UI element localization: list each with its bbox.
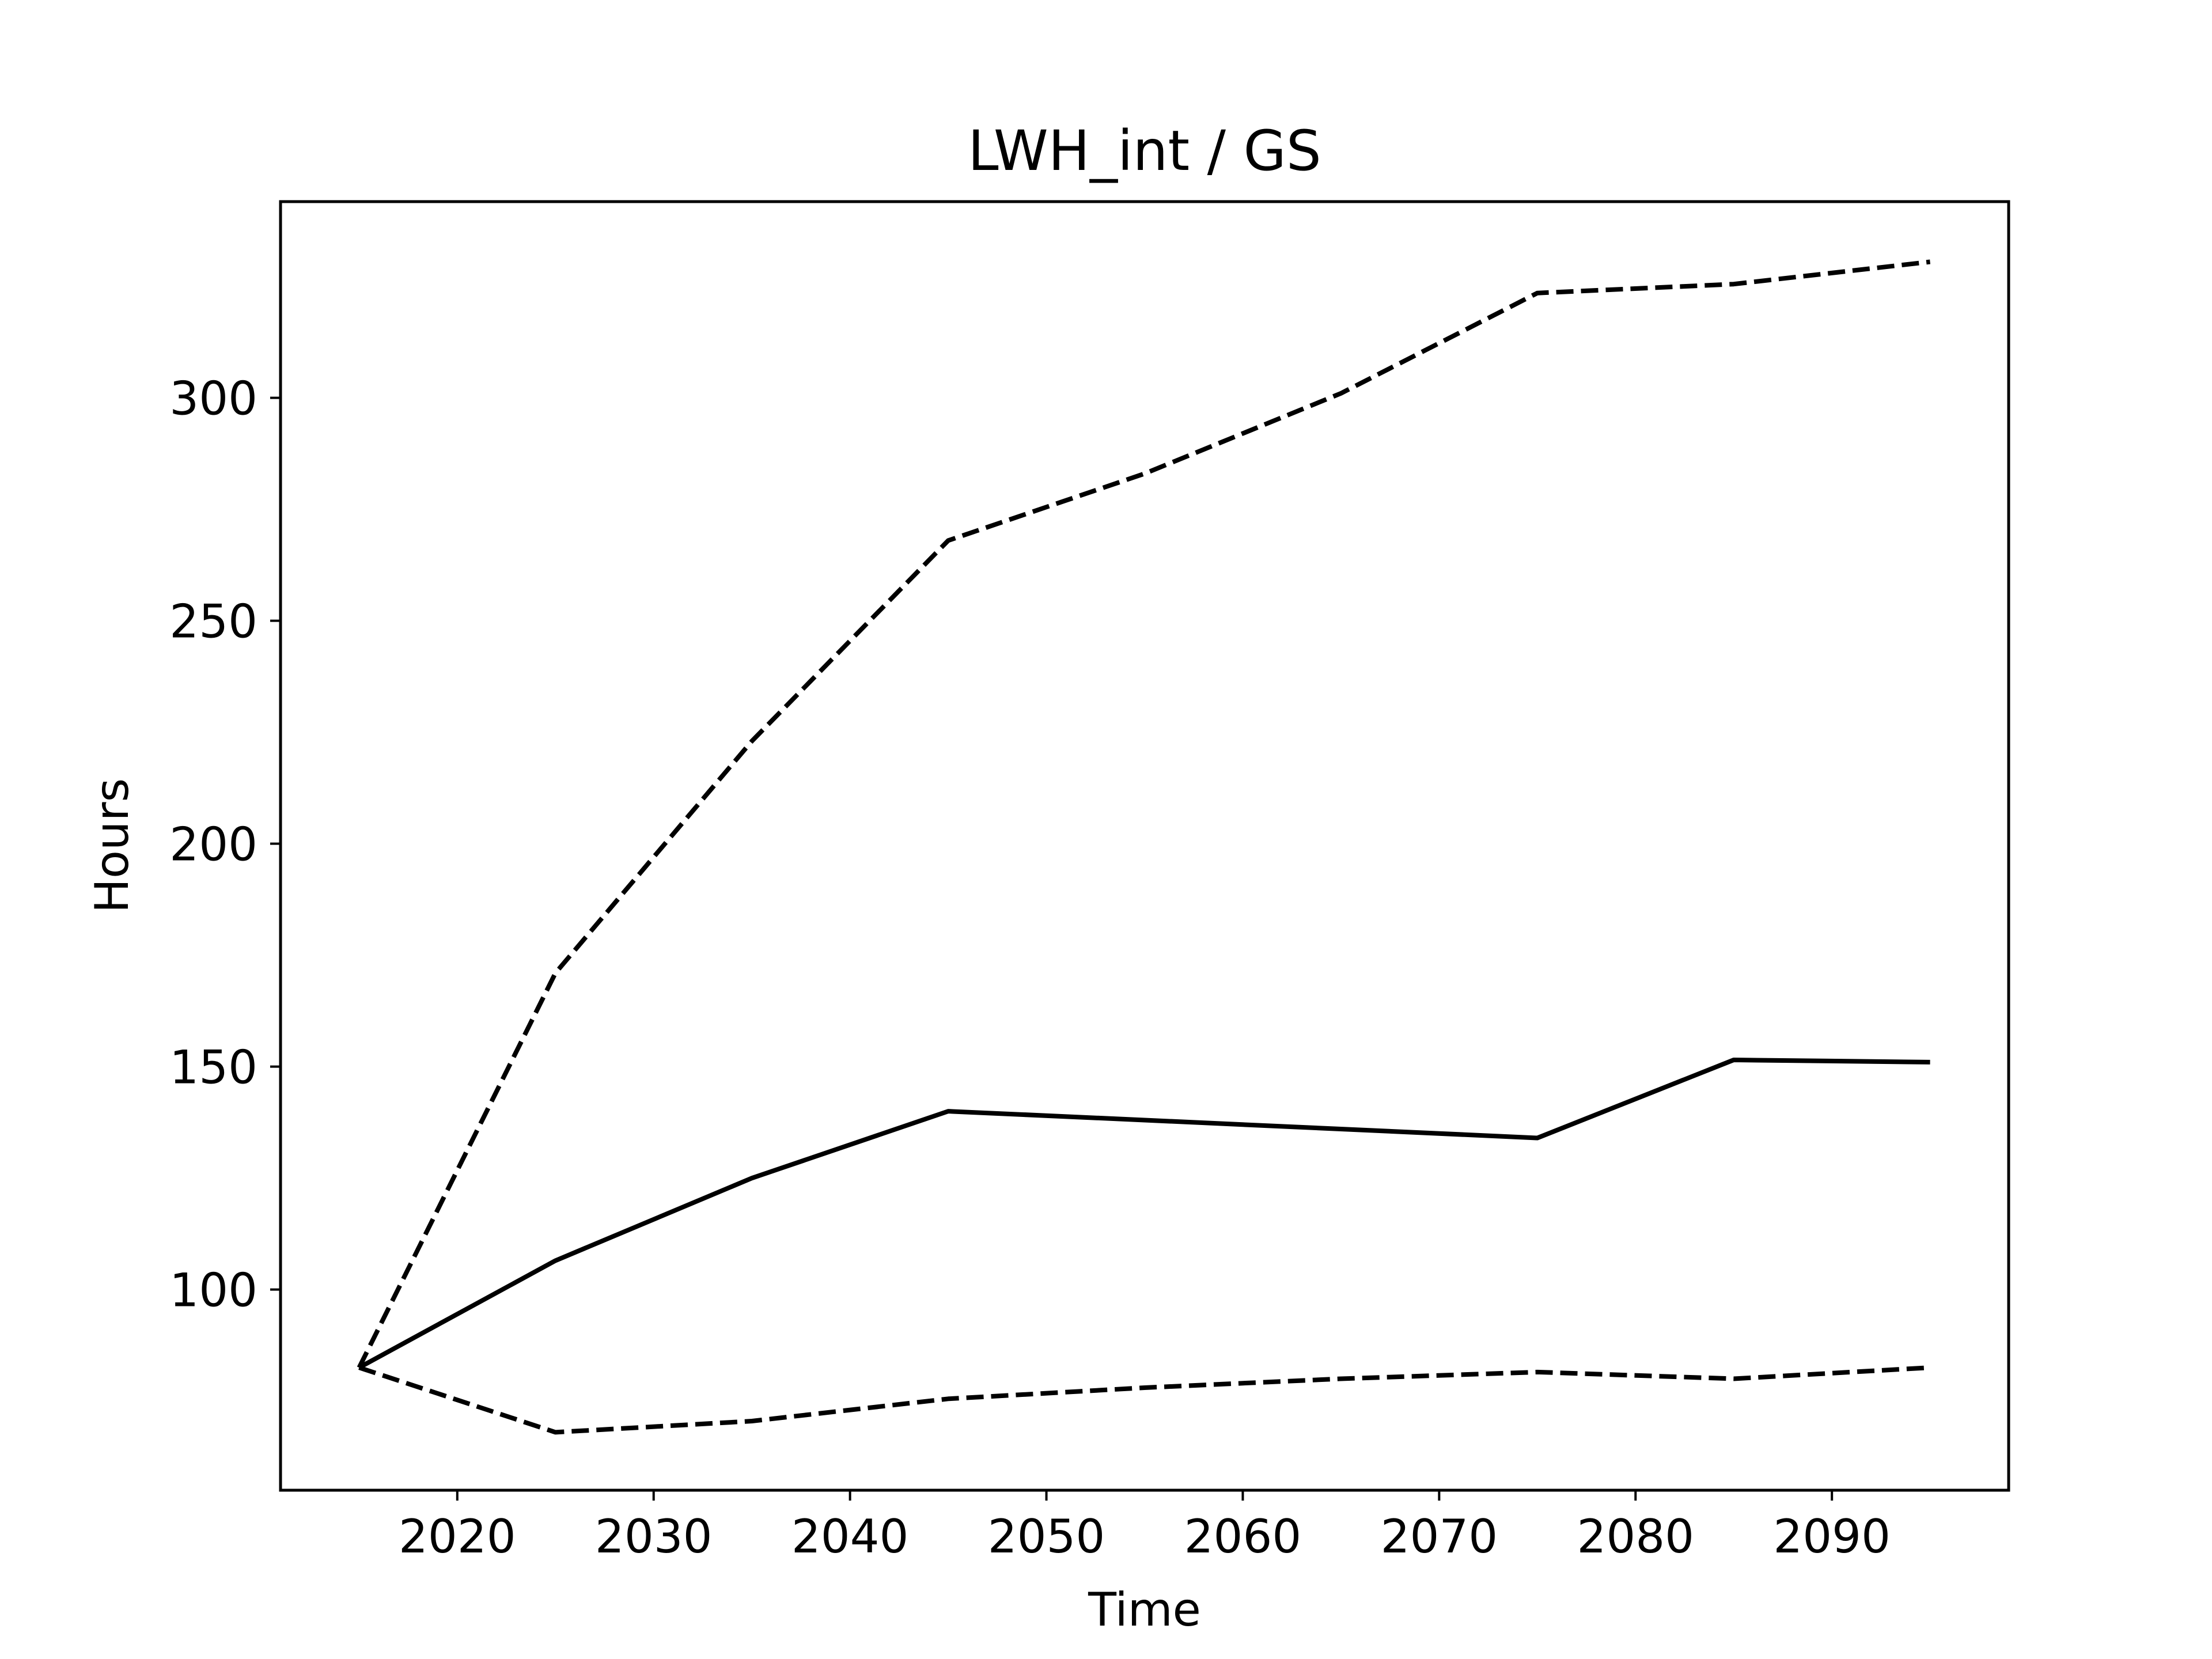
x-tick-label: 2030	[595, 1510, 713, 1563]
ticks-layer: 2020 2030 2040 2050 2060 2070 2080 2090 100 150 20…	[169, 372, 1891, 1563]
series-layer	[357, 259, 1931, 1435]
x-axis-label: Time	[1088, 1583, 1201, 1637]
x-tick-label: 2090	[1773, 1510, 1891, 1563]
x-tick-label: 2040	[791, 1510, 909, 1563]
chart-title: LWH_int / GS	[968, 119, 1321, 183]
lower-bound-line	[358, 1365, 1930, 1435]
y-tick-label: 150	[169, 1041, 257, 1094]
y-axis-label: Hours	[85, 778, 139, 913]
y-tick-label: 200	[169, 818, 257, 872]
y-tick-label: 250	[169, 595, 257, 649]
plot-frame	[279, 200, 2010, 1492]
upper-bound-line	[357, 259, 1931, 1369]
x-tick-label: 2050	[988, 1510, 1105, 1563]
x-tick-label: 2020	[399, 1510, 516, 1563]
x-tick-label: 2080	[1577, 1510, 1694, 1563]
x-tick-label: 2060	[1184, 1510, 1302, 1563]
median-line	[358, 1058, 1930, 1370]
y-tick-label: 100	[169, 1264, 257, 1317]
y-tick-label: 300	[169, 372, 257, 426]
x-tick-label: 2070	[1381, 1510, 1498, 1563]
